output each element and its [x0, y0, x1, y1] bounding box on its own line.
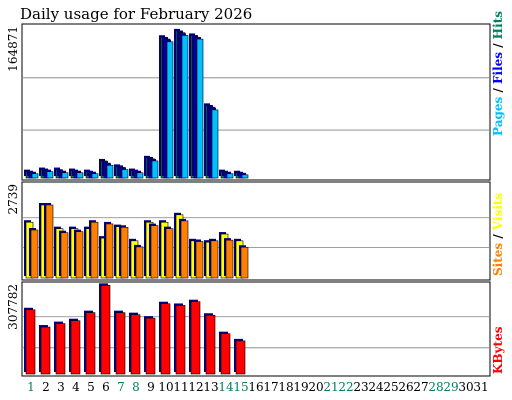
- bar-kbytes-day-3: [55, 323, 66, 375]
- bar-sites-day-3: [60, 232, 69, 279]
- bar-sites-day-13: [210, 240, 219, 279]
- bar-kbytes-day-11: [175, 305, 186, 375]
- bar-pages-day-9: [151, 160, 159, 179]
- legend-sep: /: [491, 84, 505, 97]
- bar-kbytes-day-12: [190, 301, 201, 375]
- x-tick-label-day-20: 20: [308, 380, 323, 394]
- chart-title: Daily usage for February 2026: [20, 5, 252, 23]
- bar-kbytes-day-5: [85, 312, 96, 375]
- x-tick-label-day-11: 11: [173, 380, 188, 394]
- x-tick-label-day-14: 14: [218, 380, 234, 394]
- legend-visits: Visits: [491, 193, 505, 232]
- x-tick-label-day-18: 18: [278, 380, 293, 394]
- legend-pages: Pages: [491, 96, 505, 136]
- bar-pages-day-6: [106, 164, 114, 179]
- panel-hits-files-pages: 164871 Pages / Files / Hits: [6, 11, 505, 181]
- bar-pages-day-1: [31, 173, 39, 179]
- bar-pages-day-13: [211, 109, 219, 179]
- bar-pages-day-8: [136, 172, 144, 179]
- bar-kbytes-day-14: [220, 333, 231, 375]
- x-tick-label-day-30: 30: [458, 380, 473, 394]
- x-tick-label-day-26: 26: [398, 380, 413, 394]
- bar-kbytes-day-1: [25, 309, 36, 375]
- x-tick-label-day-19: 19: [293, 380, 308, 394]
- x-tick-label-day-9: 9: [147, 380, 155, 394]
- x-tick-label-day-29: 29: [443, 380, 458, 394]
- x-tick-label-day-23: 23: [353, 380, 368, 394]
- x-tick-label-day-31: 31: [473, 380, 488, 394]
- x-tick-label-day-6: 6: [102, 380, 110, 394]
- x-tick-label-day-1: 1: [27, 380, 35, 394]
- bar-kbytes-day-13: [205, 314, 216, 375]
- x-tick-label-day-8: 8: [132, 380, 140, 394]
- x-tick-label-day-4: 4: [72, 380, 80, 394]
- bar-kbytes-day-15: [235, 340, 246, 375]
- bar-sites-day-15: [240, 246, 249, 279]
- x-tick-label-day-5: 5: [87, 380, 95, 394]
- panel-kbytes: 307782 KBytes: [6, 281, 505, 377]
- y-max-label: 307782: [6, 284, 20, 330]
- x-tick-label-day-15: 15: [233, 380, 248, 394]
- x-tick-label-day-2: 2: [42, 380, 50, 394]
- x-tick-label-day-16: 16: [248, 380, 263, 394]
- x-tick-label-day-22: 22: [338, 380, 353, 394]
- legend-kbytes: KBytes: [491, 326, 505, 374]
- bar-sites-day-1: [30, 229, 39, 279]
- bar-pages-day-5: [91, 173, 99, 179]
- bar-kbytes-day-10: [160, 303, 171, 375]
- legend-kbytes: KBytes: [491, 326, 505, 374]
- bar-sites-day-4: [75, 231, 84, 279]
- bar-pages-day-3: [61, 172, 69, 179]
- panel-frame: [21, 23, 491, 181]
- bar-sites-day-11: [180, 220, 189, 279]
- x-tick-label-day-21: 21: [323, 380, 338, 394]
- bar-sites-day-7: [120, 226, 129, 279]
- x-tick-label-day-25: 25: [383, 380, 398, 394]
- x-tick-label-day-17: 17: [263, 380, 278, 394]
- x-tick-label-day-24: 24: [368, 380, 384, 394]
- bar-sites-day-2: [45, 204, 54, 279]
- bar-sites-day-8: [135, 246, 144, 279]
- bar-sites-day-9: [150, 225, 159, 279]
- bar-pages-day-10: [166, 41, 174, 179]
- bar-kbytes-day-7: [115, 312, 126, 375]
- bar-sites-day-10: [165, 228, 174, 279]
- legend-hits: Hits: [491, 11, 505, 39]
- bar-pages-day-11: [181, 35, 189, 179]
- bar-sites-day-14: [225, 239, 234, 279]
- bar-pages-day-7: [121, 169, 129, 179]
- legend-sep: /: [491, 39, 505, 52]
- legend-sites: Sites: [491, 243, 505, 276]
- bar-pages-day-4: [76, 172, 84, 179]
- bar-pages-day-15: [241, 174, 249, 179]
- bar-kbytes-day-4: [70, 320, 81, 375]
- x-tick-label-day-12: 12: [188, 380, 203, 394]
- x-tick-label-day-3: 3: [57, 380, 65, 394]
- bar-kbytes-day-9: [145, 317, 156, 375]
- x-tick-label-day-10: 10: [158, 380, 173, 394]
- bar-pages-day-15-shadow: [240, 172, 246, 176]
- panel-visits-sites: 2739 Sites / Visits: [6, 181, 505, 281]
- bar-pages-day-14: [226, 173, 234, 179]
- legend-visits-sites: Sites / Visits: [491, 193, 505, 276]
- bar-pages-day-2: [46, 171, 54, 179]
- x-tick-label-day-7: 7: [117, 380, 125, 394]
- bar-kbytes-day-2: [40, 326, 51, 375]
- bar-kbytes-day-6: [100, 285, 111, 375]
- y-max-label: 2739: [6, 184, 20, 215]
- legend-sep: /: [491, 230, 505, 243]
- bar-sites-day-5: [90, 221, 99, 279]
- x-tick-label-day-28: 28: [428, 380, 443, 394]
- legend-hits-files-pages: Pages / Files / Hits: [491, 11, 505, 136]
- x-tick-label-day-27: 27: [413, 380, 428, 394]
- bar-pages-day-12: [196, 38, 204, 179]
- legend-files: Files: [491, 52, 505, 84]
- y-max-label: 164871: [6, 26, 20, 72]
- x-tick-label-day-13: 13: [203, 380, 218, 394]
- bar-sites-day-6: [105, 223, 114, 279]
- bar-kbytes-day-8: [130, 314, 141, 375]
- bar-sites-day-12: [195, 241, 204, 279]
